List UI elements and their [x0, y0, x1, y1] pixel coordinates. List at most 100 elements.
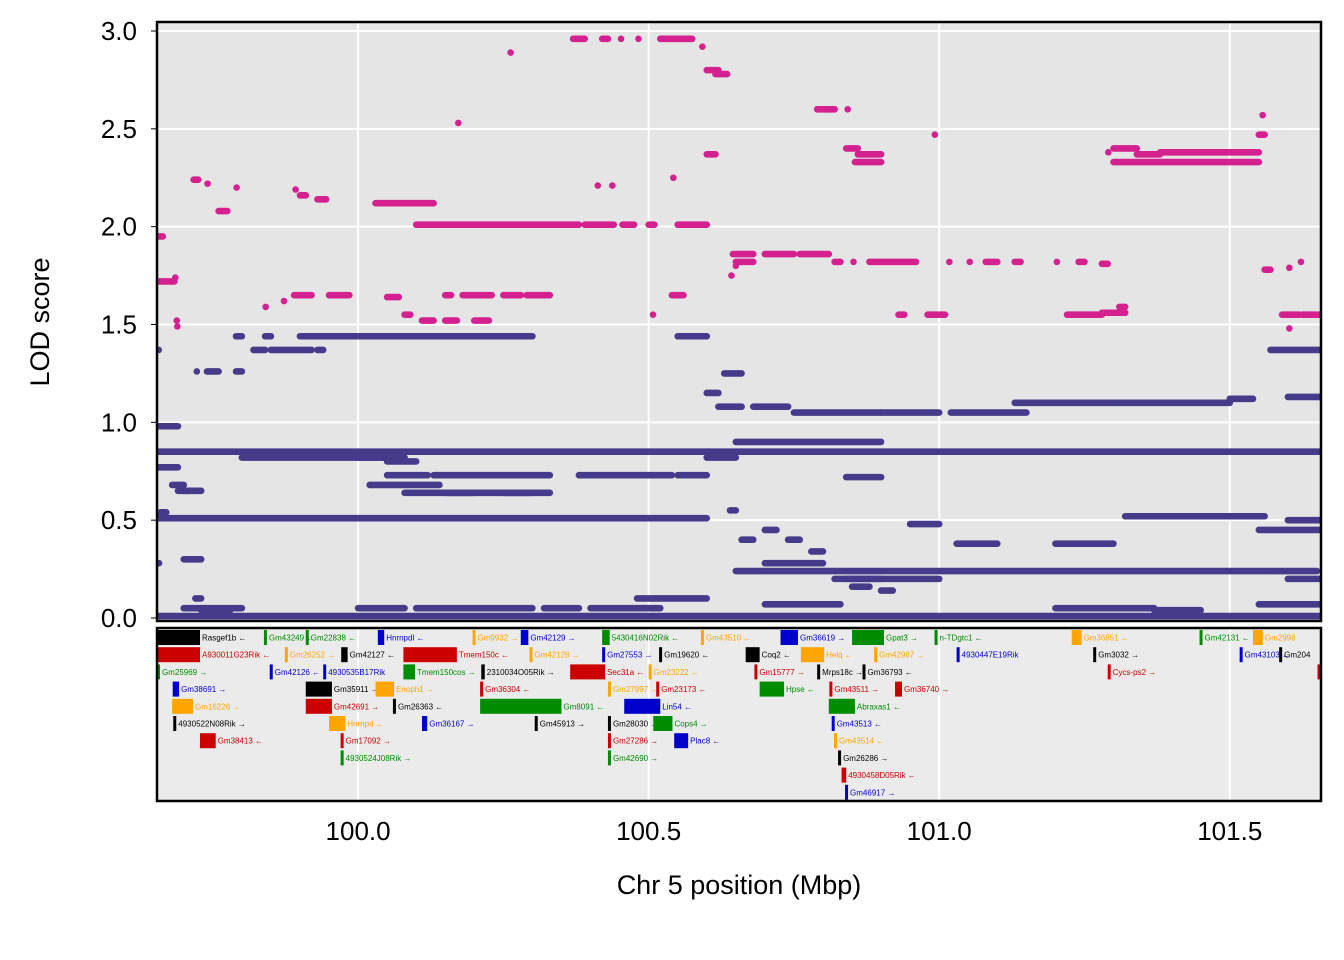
- data-point-run: [674, 221, 711, 229]
- gene[interactable]: Cycs-ps2 →: [1107, 664, 1157, 680]
- gene[interactable]: Gm36167 →: [421, 716, 475, 731]
- data-point-run: [761, 250, 798, 258]
- gene[interactable]: Gm204: [1279, 647, 1311, 663]
- gene[interactable]: Gm9932 →: [472, 630, 519, 645]
- gene-box: [1239, 647, 1243, 663]
- gene[interactable]: Plac8 ←: [674, 733, 720, 749]
- gene[interactable]: Gm42691 →: [305, 698, 380, 714]
- gene[interactable]: Enoph1 →: [375, 681, 434, 697]
- gene[interactable]: 2310034O05Rik →: [481, 664, 555, 680]
- gene[interactable]: Gm38691 →: [172, 681, 227, 697]
- gene[interactable]: [1317, 664, 1321, 680]
- gene[interactable]: Gm22838 ←: [305, 630, 356, 645]
- gene[interactable]: Gm3032 →: [1093, 647, 1139, 663]
- gene[interactable]: 4930535B17Rik: [323, 664, 386, 680]
- gene[interactable]: Gm35911 →: [305, 681, 379, 697]
- gene[interactable]: 4930522N08Rik →: [173, 716, 246, 731]
- gene[interactable]: Gm36740 →: [895, 681, 949, 697]
- data-point-run: [459, 291, 496, 299]
- gene[interactable]: Gm16226 →: [172, 698, 240, 714]
- gene[interactable]: Rasgef1b ←: [157, 630, 246, 645]
- gene[interactable]: Gm27286 →: [607, 733, 658, 749]
- gene[interactable]: Tmem150c ←: [403, 647, 509, 663]
- gene[interactable]: Gm26252 →: [284, 647, 335, 663]
- data-point: [732, 262, 740, 270]
- gene-label: 4930458D05Rik ←: [848, 771, 916, 780]
- gene-box: [754, 664, 758, 680]
- data-point: [617, 35, 625, 43]
- gene[interactable]: Gm43511 →: [829, 681, 879, 697]
- gene[interactable]: Coq2 ←: [745, 647, 791, 663]
- data-point: [280, 297, 288, 305]
- gene[interactable]: 5430416N02Rik ←: [602, 630, 679, 645]
- data-point-run: [1284, 393, 1321, 401]
- gene[interactable]: Lin54 ←: [624, 698, 692, 714]
- gene-label: Tmem150cos →: [417, 668, 476, 677]
- gene[interactable]: Gm36851 ←: [1071, 630, 1129, 645]
- gene[interactable]: Gm46917 →: [845, 784, 895, 800]
- gene[interactable]: n-TDgtc1 ←: [934, 630, 983, 645]
- gene[interactable]: Gm2998: [1253, 630, 1296, 645]
- gene[interactable]: Gm43249 ←: [263, 630, 314, 645]
- gene[interactable]: Gm43514 ←: [834, 733, 884, 749]
- gene[interactable]: Mrps18c →: [817, 664, 863, 680]
- data-point: [635, 35, 642, 43]
- gene[interactable]: Gpat3 →: [852, 630, 918, 645]
- gene[interactable]: Gm36793 ←: [862, 664, 913, 680]
- gene[interactable]: Cops4 →: [653, 716, 708, 731]
- data-point-run: [749, 403, 792, 410]
- gene[interactable]: Gm27553 →: [602, 647, 653, 663]
- gene[interactable]: Gm26363 ←: [392, 698, 443, 714]
- gene-label: Gm27286 →: [613, 737, 658, 746]
- gene[interactable]: Gm38413 ←: [200, 733, 263, 749]
- gene[interactable]: Hpse ←: [759, 681, 815, 697]
- gene[interactable]: 4930447E19Rik: [956, 647, 1020, 663]
- gene[interactable]: Gm42987 →: [874, 647, 924, 663]
- gene[interactable]: Tmem150cos →: [403, 664, 476, 680]
- gene[interactable]: Gm19620 ←: [659, 647, 709, 663]
- gene[interactable]: Gm23222 ←: [648, 664, 699, 680]
- gene-label: Gm8091 ←: [563, 702, 604, 711]
- gene[interactable]: Gm42131 ←: [1199, 630, 1250, 645]
- gene-box: [828, 698, 855, 714]
- gene[interactable]: Gm42127 ←: [341, 647, 395, 663]
- gene[interactable]: Gm27997 →: [607, 681, 658, 697]
- gene-label: Gm16226 →: [195, 702, 240, 711]
- gene[interactable]: Hnrnpdl ←: [377, 630, 425, 645]
- gene[interactable]: Gm28030 →: [607, 716, 658, 731]
- data-point-run: [157, 612, 1321, 620]
- gene[interactable]: Gm36619 →: [780, 630, 846, 645]
- gene-label: Gm23173 ←: [661, 685, 706, 694]
- gene[interactable]: Gm25969 →: [157, 664, 207, 680]
- data-point-run: [354, 454, 391, 461]
- gene[interactable]: Hnrnpd ←: [329, 716, 384, 731]
- gene[interactable]: Gm43513 ←: [831, 716, 882, 731]
- gene[interactable]: Gm42126 ←: [269, 664, 320, 680]
- gene[interactable]: Gm43510 ←: [700, 630, 751, 645]
- gene-box: [745, 647, 760, 663]
- gene[interactable]: Gm42128 →: [529, 647, 580, 663]
- gene-box: [659, 647, 663, 663]
- gene[interactable]: 4930458D05Rik ←: [841, 767, 916, 783]
- gene[interactable]: Gm42690 →: [607, 750, 658, 766]
- gene[interactable]: Gm26286 →: [838, 750, 888, 766]
- x-tick-label: 101.5: [1197, 816, 1262, 846]
- gene[interactable]: Gm17092 →: [340, 733, 391, 749]
- gene[interactable]: Gm36304 ←: [480, 681, 530, 697]
- gene-label: Gm2998: [1265, 634, 1296, 643]
- gene[interactable]: Gm23173 ←: [656, 681, 707, 697]
- gene-label: Gm26252 →: [290, 651, 335, 660]
- gene[interactable]: Gm42129 →: [520, 630, 576, 645]
- gene[interactable]: Sec31a ←: [570, 664, 644, 680]
- gene[interactable]: Gm15777 →: [754, 664, 805, 680]
- data-point-run: [575, 471, 676, 479]
- gene[interactable]: 4930524J08Rik →: [340, 750, 412, 766]
- gene[interactable]: A930011G23Rik ←: [157, 647, 270, 663]
- gene[interactable]: Helq ←: [800, 647, 853, 663]
- data-point: [193, 368, 201, 375]
- gene[interactable]: Gm8091 ←: [480, 698, 604, 714]
- gene[interactable]: Gm45913 →: [534, 716, 585, 731]
- y-axis-ticks: 0.0 0.5 1.0 1.5 2.0 2.5 3.0: [101, 16, 157, 633]
- gene[interactable]: Gm43103 ←: [1239, 647, 1290, 663]
- gene[interactable]: Abraxas1 ←: [828, 698, 901, 714]
